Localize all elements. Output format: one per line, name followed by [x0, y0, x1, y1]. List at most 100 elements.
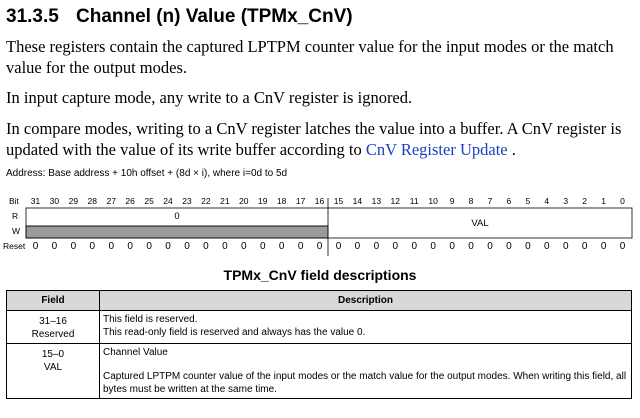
description-line: This field is reserved. — [103, 314, 198, 325]
reset-value: 0 — [203, 241, 209, 252]
reset-value: 0 — [525, 241, 531, 252]
bit-number: 11 — [410, 196, 419, 206]
bit-number: 23 — [182, 196, 192, 206]
description-line: This read-only field is reserved and alw… — [103, 327, 366, 338]
reset-value: 0 — [298, 241, 304, 252]
section-title: Channel (n) Value (TPMx_CnV) — [76, 6, 353, 27]
reset-value: 0 — [71, 241, 77, 252]
reset-value: 0 — [487, 241, 493, 252]
paragraph-1: These registers contain the captured LPT… — [6, 37, 614, 77]
reset-value: 0 — [468, 241, 474, 252]
field-bits: 15–0 — [41, 349, 65, 360]
reset-value: 0 — [430, 241, 436, 252]
field-name: VAL — [43, 362, 63, 373]
bit-number: 3 — [563, 196, 568, 206]
reset-value: 0 — [544, 241, 550, 252]
bit-number: 17 — [296, 196, 306, 206]
bit-number: 9 — [450, 196, 455, 206]
reset-value: 0 — [374, 241, 380, 252]
reset-value: 0 — [449, 241, 455, 252]
reset-value: 0 — [279, 241, 285, 252]
description-cell: This field is reserved. This read-only f… — [99, 310, 632, 344]
reset-value: 0 — [336, 241, 342, 252]
section-heading: 31.3.5 Channel (n) Value (TPMx_CnV) — [6, 6, 353, 28]
table-row: 15–0 VAL Channel Value Captured LPTPM co… — [6, 343, 632, 399]
bit-number: 6 — [507, 196, 512, 206]
bit-number: 25 — [144, 196, 154, 206]
bit-number: 24 — [163, 196, 173, 206]
register-outline — [25, 207, 633, 239]
bit-number: 29 — [69, 196, 79, 206]
field-bits: 31–16 — [39, 316, 67, 327]
field-cell: 15–0 VAL — [6, 343, 100, 399]
bit-number: 7 — [488, 196, 493, 206]
bit-number: 10 — [428, 196, 438, 206]
paragraph-2: In input capture mode, any write to a Cn… — [6, 88, 413, 107]
bit-number: 22 — [201, 196, 211, 206]
reset-value: 0 — [222, 241, 228, 252]
bit-number: 26 — [125, 196, 135, 206]
reset-value: 0 — [90, 241, 96, 252]
write-row-label: W — [12, 226, 20, 236]
reserved-write-field — [25, 225, 329, 239]
bit-number: 8 — [469, 196, 474, 206]
reset-value: 0 — [411, 241, 417, 252]
reset-value: 0 — [506, 241, 512, 252]
reset-value: 0 — [582, 241, 588, 252]
cnv-register-update-link[interactable]: CnV Register Update — [365, 140, 508, 159]
bit-number: 1 — [601, 196, 606, 206]
bit-number: 0 — [620, 196, 625, 206]
bit-number: 18 — [277, 196, 287, 206]
table-caption: TPMx_CnV field descriptions — [223, 267, 417, 283]
field-name: Reserved — [31, 329, 75, 340]
reset-value: 0 — [620, 241, 626, 252]
bit-number: 13 — [372, 196, 382, 206]
reset-value: 0 — [33, 241, 39, 252]
table-row: 31–16 Reserved This field is reserved. T… — [6, 310, 632, 344]
field-descriptions-table: Field Description 31–16 Reserved This fi… — [6, 290, 632, 399]
header-description: Description — [99, 290, 632, 311]
reset-value: 0 — [601, 241, 607, 252]
register-address: Address: Base address + 10h offset + (8d… — [6, 168, 288, 179]
reset-value: 0 — [165, 241, 171, 252]
paragraph-3-tail: . — [507, 140, 516, 159]
bit-number: 27 — [106, 196, 116, 206]
reset-value: 0 — [127, 241, 133, 252]
reset-row-label: Reset — [3, 241, 26, 251]
reset-value: 0 — [317, 241, 323, 252]
bit-number: 20 — [239, 196, 249, 206]
bit-number: 21 — [220, 196, 230, 206]
bit-number: 5 — [525, 196, 530, 206]
reset-value: 0 — [260, 241, 266, 252]
field-cell: 31–16 Reserved — [6, 310, 100, 344]
bit-number: 28 — [88, 196, 98, 206]
reset-value: 0 — [52, 241, 58, 252]
description-line: Captured LPTPM counter value of the inpu… — [103, 371, 627, 395]
bit-number: 31 — [31, 196, 41, 206]
description-cell: Channel Value Captured LPTPM counter val… — [99, 343, 632, 399]
reset-value: 0 — [146, 241, 152, 252]
val-field-label: VAL — [471, 218, 488, 229]
paragraph-3-text: In compare modes, writing to a CnV regis… — [6, 119, 622, 159]
reset-value: 0 — [241, 241, 247, 252]
reset-value: 0 — [108, 241, 114, 252]
bit-row-label: Bit — [9, 196, 20, 206]
bit-number: 2 — [582, 196, 587, 206]
bit-number: 15 — [334, 196, 344, 206]
section-number: 31.3.5 — [6, 6, 59, 27]
header-field: Field — [6, 290, 100, 311]
bit-number: 12 — [391, 196, 401, 206]
paragraph-3: In compare modes, writing to a CnV regis… — [6, 118, 634, 160]
read-row-label: R — [12, 211, 18, 221]
bit-number: 19 — [258, 196, 268, 206]
bit-number: 4 — [544, 196, 549, 206]
description-line: Channel Value — [103, 347, 168, 358]
reset-value: 0 — [563, 241, 569, 252]
reset-value: 0 — [355, 241, 361, 252]
bit-number: 30 — [50, 196, 60, 206]
bit-number: 16 — [315, 196, 325, 206]
register-diagram: Bit R W Reset 31 30 29 28 27 26 25 24 23 22 21 20 19… — [3, 196, 633, 256]
bit-number: 14 — [353, 196, 363, 206]
upper-read-value: 0 — [174, 211, 179, 222]
reset-value: 0 — [393, 241, 399, 252]
